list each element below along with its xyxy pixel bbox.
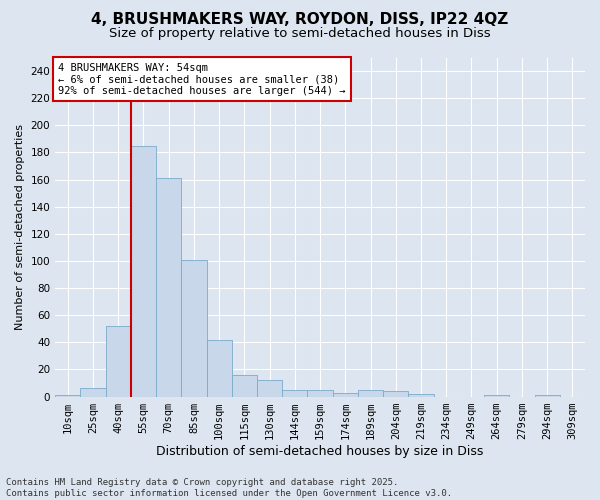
Bar <box>55 395 80 396</box>
X-axis label: Distribution of semi-detached houses by size in Diss: Distribution of semi-detached houses by … <box>157 444 484 458</box>
Bar <box>232 375 257 396</box>
Text: 4, BRUSHMAKERS WAY, ROYDON, DISS, IP22 4QZ: 4, BRUSHMAKERS WAY, ROYDON, DISS, IP22 4… <box>91 12 509 28</box>
Text: Contains HM Land Registry data © Crown copyright and database right 2025.
Contai: Contains HM Land Registry data © Crown c… <box>6 478 452 498</box>
Bar <box>80 388 106 396</box>
Bar <box>358 390 383 396</box>
Bar <box>332 392 358 396</box>
Bar <box>282 390 307 396</box>
Text: Size of property relative to semi-detached houses in Diss: Size of property relative to semi-detach… <box>109 28 491 40</box>
Bar <box>409 394 434 396</box>
Bar <box>383 391 409 396</box>
Bar <box>307 390 332 396</box>
Y-axis label: Number of semi-detached properties: Number of semi-detached properties <box>15 124 25 330</box>
Bar <box>484 395 509 396</box>
Bar <box>131 146 156 396</box>
Bar <box>535 395 560 396</box>
Bar <box>257 380 282 396</box>
Bar <box>156 178 181 396</box>
Bar <box>206 340 232 396</box>
Bar <box>106 326 131 396</box>
Text: 4 BRUSHMAKERS WAY: 54sqm
← 6% of semi-detached houses are smaller (38)
92% of se: 4 BRUSHMAKERS WAY: 54sqm ← 6% of semi-de… <box>58 62 346 96</box>
Bar <box>181 260 206 396</box>
